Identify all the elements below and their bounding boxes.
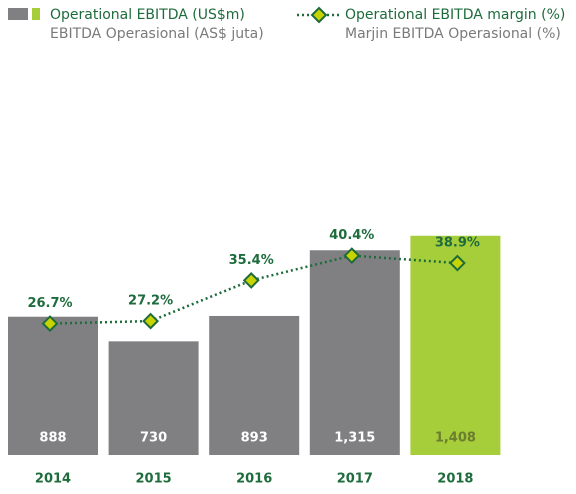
x-tick-label: 2015 [136,472,172,487]
x-tick-label: 2016 [236,472,272,487]
line-marker [448,254,466,272]
legend-swatch [8,8,28,20]
line-marker [142,312,160,330]
legend-label-alt: EBITDA Operasional (AS$ juta) [50,26,264,42]
bar-value-label: 1,315 [334,431,375,446]
line-value-label: 38.9% [435,236,480,251]
legend-swatch [32,8,40,20]
bar [108,341,199,455]
bar [309,250,400,455]
legend-marker [310,6,328,24]
bar [209,315,300,455]
line-marker [242,272,260,289]
legend-label: Operational EBITDA (US$m) [50,7,245,23]
line-marker [41,315,59,332]
x-tick-label: 2018 [437,472,473,487]
line-marker [343,247,361,265]
x-tick-label: 2017 [337,472,373,487]
legend-label-alt: Marjin EBITDA Operasional (%) [345,26,561,42]
line-value-label: 26.7% [27,296,72,311]
line-value-label: 40.4% [329,228,374,243]
bar-value-label: 730 [140,431,167,446]
bar [410,235,501,455]
bar-value-label: 1,408 [435,431,476,446]
line-value-label: 35.4% [229,253,274,268]
bar-value-label: 888 [39,431,66,446]
bar-value-label: 893 [241,431,268,446]
line-value-label: 27.2% [128,294,173,309]
bar [8,316,98,455]
x-tick-label: 2014 [35,472,71,487]
legend-label: Operational EBITDA margin (%) [345,7,565,23]
